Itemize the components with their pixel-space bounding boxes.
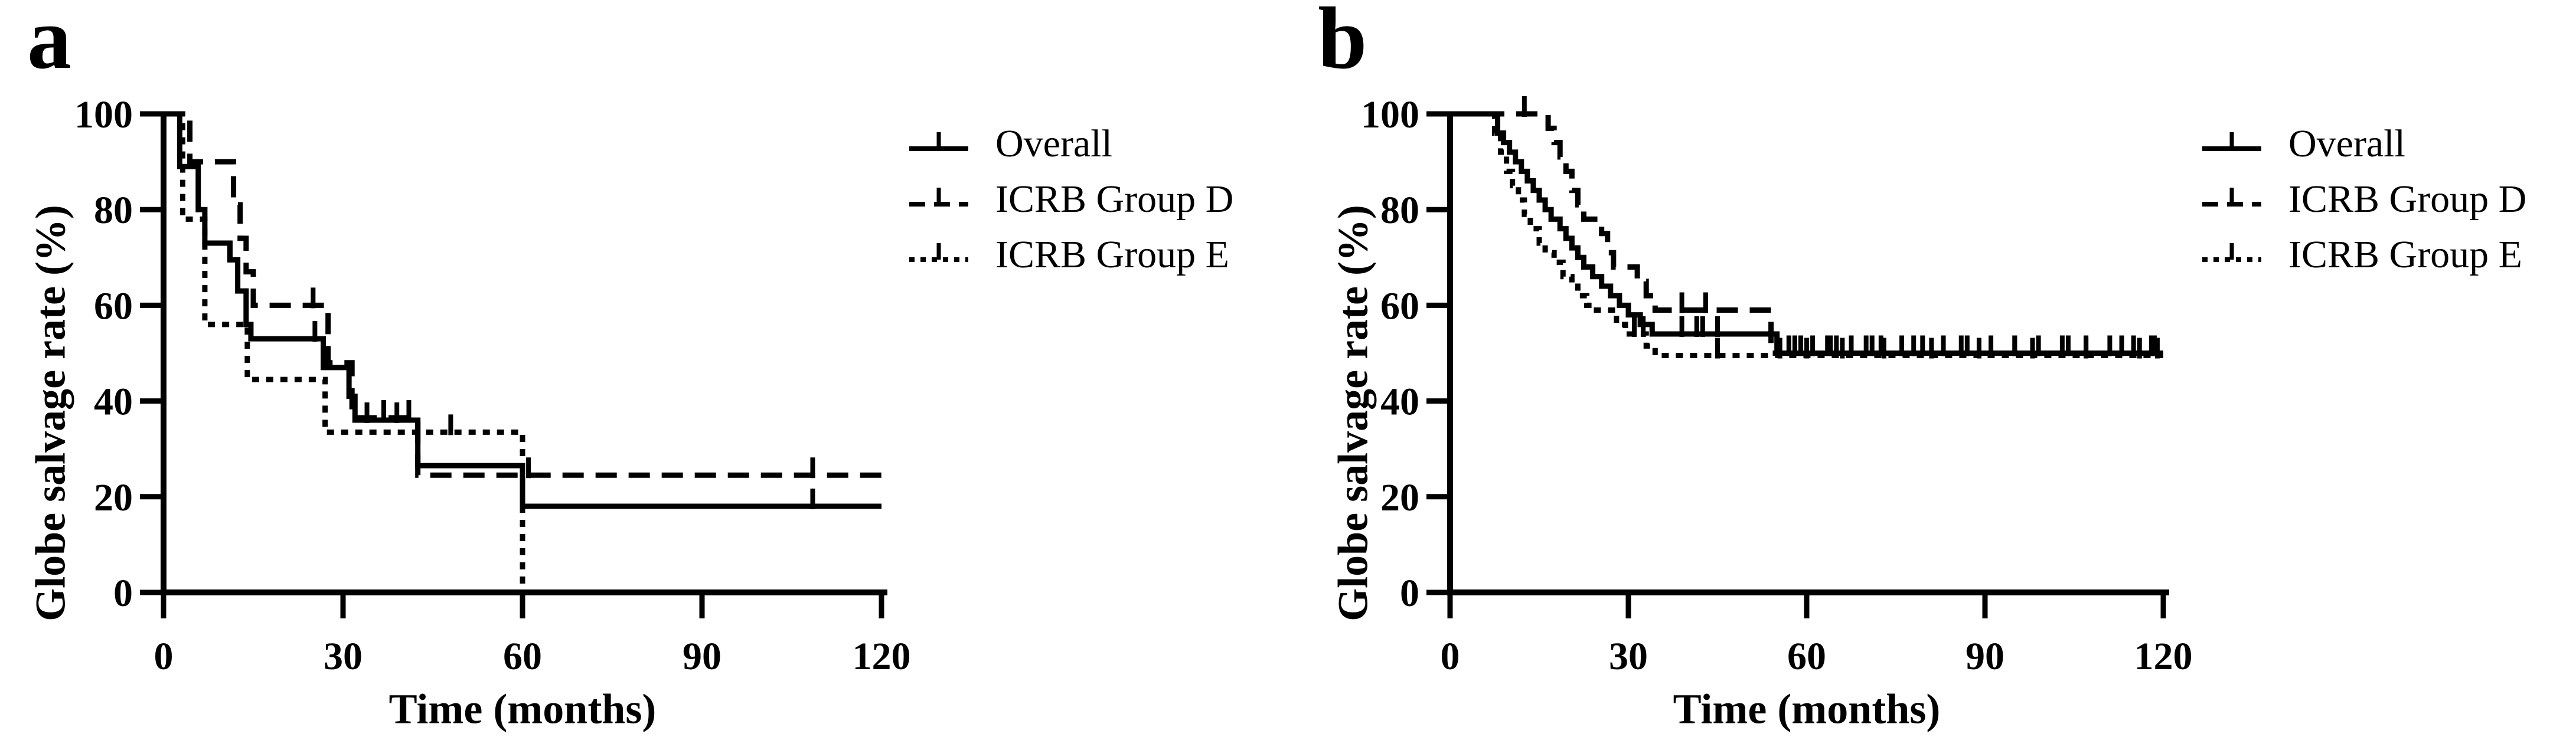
y-tick-label: 40 <box>1380 381 1419 424</box>
curve-icrb-group-e <box>164 111 525 592</box>
legend-item-icrb-group-d: ICRB Group D <box>908 178 1234 221</box>
y-tick-label: 60 <box>94 284 133 327</box>
curve-overall <box>1450 111 2163 356</box>
panel-a-letter: a <box>27 0 71 87</box>
x-tick-label: 90 <box>1966 635 2004 678</box>
legend-item-icrb-group-e: ICRB Group E <box>2201 233 2526 276</box>
panel-b-x-axis-title: Time (months) <box>1673 685 1941 733</box>
y-tick-label: 100 <box>1361 93 1419 136</box>
legend-label-overall: Overall <box>995 122 1112 165</box>
legend-label-overall: Overall <box>2288 122 2405 165</box>
y-tick-label: 80 <box>94 189 133 232</box>
y-tick-label: 0 <box>113 572 133 615</box>
curve-icrb-group-d <box>164 111 881 478</box>
y-tick-label: 100 <box>74 93 133 136</box>
legend-item-icrb-group-e: ICRB Group E <box>908 233 1233 276</box>
y-tick-label: 60 <box>1380 284 1419 327</box>
legend-label-icrb-group-d: ICRB Group D <box>2288 178 2527 221</box>
x-tick-label: 0 <box>154 635 174 678</box>
legend-item-icrb-group-d: ICRB Group D <box>2201 178 2527 221</box>
legend-label-icrb-group-e: ICRB Group E <box>995 233 1229 276</box>
x-tick-label: 120 <box>2134 635 2193 678</box>
x-tick-label: 0 <box>1441 635 1460 678</box>
legend-label-icrb-group-d: ICRB Group D <box>995 178 1234 221</box>
y-tick-label: 40 <box>94 381 133 424</box>
panel-b-legend: Overall ICRB Group D ICRB Group E <box>2201 125 2526 274</box>
y-tick-label: 80 <box>1380 189 1419 232</box>
y-tick-label: 20 <box>1380 476 1419 519</box>
panel-a-legend: Overall ICRB Group D ICRB Group E <box>908 125 1233 274</box>
y-tick-label: 0 <box>1400 572 1419 615</box>
x-tick-label: 60 <box>1787 635 1826 678</box>
panel-b-letter: b <box>1318 0 1367 87</box>
solid-line-symbol <box>2202 132 2261 151</box>
legend-item-overall: Overall <box>2201 125 2526 163</box>
solid-line-symbol <box>909 132 968 151</box>
curve-overall <box>164 111 881 509</box>
panel-a-x-axis-title: Time (months) <box>388 685 657 733</box>
curve-icrb-group-d <box>1450 111 2163 356</box>
x-tick-label: 30 <box>324 635 363 678</box>
legend-label-icrb-group-e: ICRB Group E <box>2288 233 2522 276</box>
dashed-line-symbol <box>909 188 968 207</box>
y-tick-label: 20 <box>94 476 133 519</box>
dotted-line-symbol <box>909 243 968 262</box>
dotted-line-symbol <box>2202 243 2261 262</box>
dashed-line-symbol <box>2202 188 2261 207</box>
legend-item-overall: Overall <box>908 125 1233 163</box>
x-tick-label: 30 <box>1609 635 1648 678</box>
x-tick-label: 90 <box>683 635 721 678</box>
x-tick-label: 120 <box>853 635 911 678</box>
curve-icrb-group-e <box>1450 111 2163 359</box>
x-tick-label: 60 <box>503 635 542 678</box>
